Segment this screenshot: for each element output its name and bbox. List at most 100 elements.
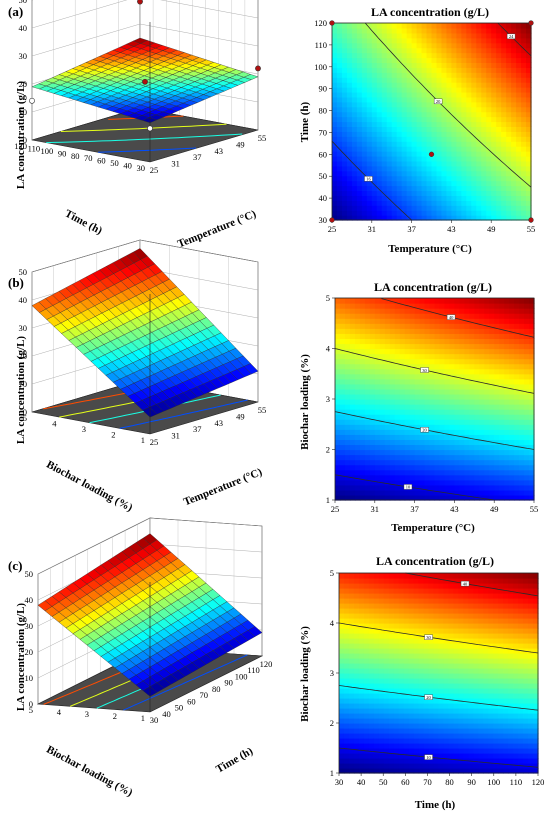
heat-cell xyxy=(339,623,345,629)
heat-cell xyxy=(434,414,441,420)
heat-cell xyxy=(373,608,380,614)
heat-cell xyxy=(461,131,467,137)
heat-cell xyxy=(521,72,527,78)
heat-cell xyxy=(384,318,391,324)
heat-cell xyxy=(484,489,490,496)
heat-cell xyxy=(401,116,408,123)
heat-cell xyxy=(471,101,477,108)
heat-cell xyxy=(363,653,370,659)
heat-cell xyxy=(391,57,398,63)
heat-cell xyxy=(501,42,507,49)
heat-cell xyxy=(394,298,401,304)
heat-cell xyxy=(384,479,391,486)
heat-cell xyxy=(496,175,502,182)
heat-cell xyxy=(403,648,410,654)
heat-cell xyxy=(511,175,517,182)
heat-cell xyxy=(416,62,423,68)
heat-cell xyxy=(414,439,421,446)
heat-cell xyxy=(489,399,495,405)
heat-cell xyxy=(408,623,415,629)
heat-cell xyxy=(358,638,365,644)
heat-cell xyxy=(456,27,462,34)
heat-cell xyxy=(384,383,391,390)
heat-cell xyxy=(464,313,470,319)
heat-cell xyxy=(486,42,492,49)
heat-cell xyxy=(514,368,520,375)
heat-cell xyxy=(339,573,345,579)
heat-cell xyxy=(509,479,515,486)
heat-cell xyxy=(491,146,497,152)
heat-cell xyxy=(436,146,443,152)
heat-cell xyxy=(346,170,353,177)
heat-cell xyxy=(383,638,390,644)
heat-cell xyxy=(368,653,375,659)
heat-cell xyxy=(504,303,510,309)
heat-cell xyxy=(431,111,438,118)
heat-cell xyxy=(499,353,505,360)
heat-cell xyxy=(459,318,465,324)
heat-cell xyxy=(358,648,365,654)
heat-cell xyxy=(384,484,391,491)
heat-cell xyxy=(414,404,421,410)
heat-cell xyxy=(344,313,351,319)
x-tick-label: 25 xyxy=(150,437,159,447)
heat-cell xyxy=(354,323,361,329)
heat-cell xyxy=(484,358,490,365)
heat-cell xyxy=(486,87,492,93)
heat-cell xyxy=(428,638,435,644)
heat-cell xyxy=(471,77,477,83)
heat-cell xyxy=(509,464,515,471)
heat-cell xyxy=(409,333,416,339)
heat-cell xyxy=(496,131,502,137)
heat-cell xyxy=(409,419,416,425)
heat-cell xyxy=(516,116,522,123)
heat-cell xyxy=(501,215,507,221)
heat-cell xyxy=(504,479,510,486)
heat-cell xyxy=(349,363,356,370)
heat-cell xyxy=(344,439,351,446)
heat-cell xyxy=(416,87,423,93)
heat-cell xyxy=(429,323,436,329)
heat-cell xyxy=(346,141,353,147)
heat-cell xyxy=(366,87,373,93)
heat-cell xyxy=(386,141,393,147)
heat-cell xyxy=(431,165,438,172)
x-tick-label: 30 xyxy=(150,715,159,725)
heat-cell xyxy=(368,718,375,724)
heat-cell xyxy=(416,91,423,98)
heat-cell xyxy=(363,723,370,729)
heat-cell xyxy=(414,484,421,491)
heat-cell xyxy=(339,303,346,309)
heat-cell xyxy=(409,298,416,304)
heat-cell xyxy=(514,444,520,451)
heat-cell xyxy=(339,474,346,481)
heat-cell xyxy=(459,494,465,501)
heat-cell xyxy=(414,333,421,339)
heat-cell xyxy=(429,404,436,410)
heat-cell xyxy=(506,131,512,137)
heat-cell xyxy=(481,27,487,34)
heat-cell xyxy=(363,623,370,629)
heat-cell xyxy=(363,713,370,719)
heat-cell xyxy=(361,185,368,192)
heat-cell xyxy=(456,136,462,142)
heat-cell xyxy=(479,303,485,309)
heat-cell xyxy=(369,489,376,496)
heat-cell xyxy=(368,753,375,759)
heat-cell xyxy=(351,37,358,44)
heat-cell xyxy=(354,489,361,496)
y-tick-label: 3 xyxy=(326,394,330,404)
heat-cell xyxy=(413,583,420,589)
heat-cell xyxy=(428,618,435,624)
y-tick-label: 40 xyxy=(123,161,132,171)
heat-cell xyxy=(521,27,527,34)
heat-cell xyxy=(393,673,400,679)
heat-cell xyxy=(459,424,465,430)
heat-cell xyxy=(426,111,433,118)
heat-cell xyxy=(391,131,398,137)
heat-cell xyxy=(364,328,371,334)
heat-cell xyxy=(469,348,475,355)
heat-cell xyxy=(348,753,355,759)
heat-cell xyxy=(354,399,361,405)
heat-cell xyxy=(406,37,413,44)
